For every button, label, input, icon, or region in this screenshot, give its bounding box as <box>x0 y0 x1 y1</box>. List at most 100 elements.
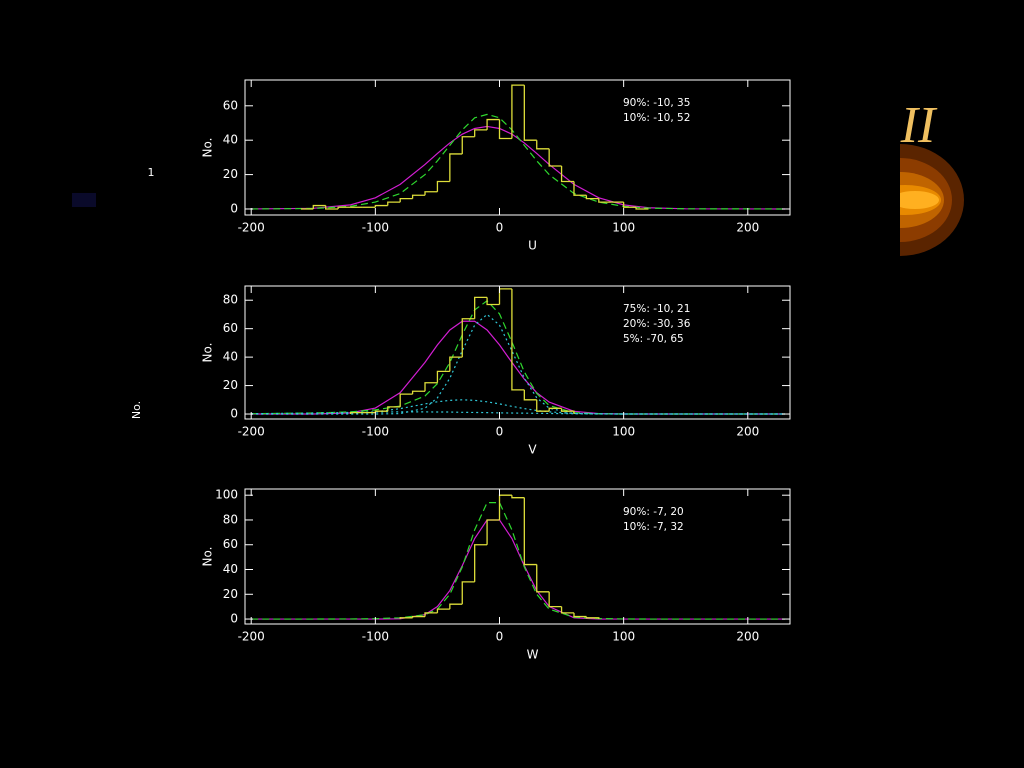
annotation: 90%: -10, 35 <box>623 97 690 109</box>
x-tick-label: -200 <box>238 630 265 644</box>
histogram-bin <box>548 407 562 412</box>
histogram-bin <box>474 544 488 582</box>
histogram-bin <box>560 408 575 415</box>
histogram-bin <box>312 204 326 209</box>
y-tick-label: 80 <box>223 293 238 307</box>
y-tick-label: 60 <box>223 537 238 551</box>
histogram-bin <box>486 118 500 130</box>
sun-graphic <box>900 144 964 256</box>
histogram-bin <box>511 495 525 499</box>
histogram-bin <box>424 612 438 617</box>
fit-curve <box>251 113 786 210</box>
histogram-bin <box>474 129 488 137</box>
x-tick-label: 0 <box>496 630 504 644</box>
histogram-bin <box>548 591 562 608</box>
histogram-bin <box>498 119 512 140</box>
histogram-bin <box>337 206 351 209</box>
y-tick-label: 60 <box>223 98 238 112</box>
y-tick-label: 40 <box>223 562 238 576</box>
histogram-bin <box>436 608 450 613</box>
histogram-bin <box>523 497 537 566</box>
histogram-bin <box>585 195 599 200</box>
x-tick-label: -100 <box>362 221 389 235</box>
slide-heading: II <box>900 97 938 154</box>
histogram-bin <box>449 356 463 372</box>
annotation: 5%: -70, 65 <box>623 333 684 345</box>
histogram-bin <box>548 148 562 167</box>
histogram-bin <box>349 411 363 415</box>
histogram-bin <box>325 205 339 210</box>
histogram-bin <box>511 84 525 139</box>
annotation: 90%: -7, 20 <box>623 506 684 518</box>
x-tick-label: -200 <box>238 425 265 439</box>
fit-curve <box>251 411 786 415</box>
annotation: 10%: -7, 32 <box>623 521 684 533</box>
x-tick-label: 200 <box>736 221 759 235</box>
plot-frame <box>244 79 791 216</box>
y-tick-label: 100 <box>215 488 238 502</box>
histogram-bin <box>411 194 426 199</box>
y-axis-label: No. <box>201 138 215 158</box>
x-tick-label: 0 <box>496 221 504 235</box>
annotation: 75%: -10, 21 <box>623 303 690 315</box>
histogram-bin <box>461 136 475 154</box>
histogram-bin <box>436 370 450 383</box>
histogram-bin <box>536 140 550 150</box>
histogram-bin <box>424 191 438 196</box>
plot-frame <box>244 285 791 420</box>
histogram-bin <box>486 519 500 545</box>
histogram-bin <box>436 180 450 192</box>
histogram-bin <box>411 390 426 395</box>
histogram-bin <box>461 581 475 605</box>
histogram-bin <box>424 382 438 392</box>
page-mark: 1 <box>148 166 155 179</box>
x-axis-label: U <box>528 239 537 253</box>
x-tick-label: -100 <box>362 425 389 439</box>
x-tick-label: 100 <box>612 221 635 235</box>
y-tick-label: 20 <box>223 167 238 181</box>
y-axis-label: No. <box>201 343 215 363</box>
x-tick-label: 100 <box>612 425 635 439</box>
y-tick-label: 60 <box>223 321 238 335</box>
y-axis-label: No. <box>201 547 215 567</box>
histogram-bin <box>523 389 537 401</box>
histogram-bin <box>560 165 574 183</box>
x-axis-label: V <box>528 443 537 457</box>
decor-square <box>72 193 96 207</box>
histogram-bin <box>399 393 413 407</box>
histogram-bin <box>374 204 388 208</box>
histogram-bin <box>411 615 426 618</box>
y-tick-label: 0 <box>230 612 238 626</box>
histogram-bin <box>399 617 413 620</box>
y-tick-label: 40 <box>223 133 238 147</box>
histogram-bin <box>399 198 413 203</box>
x-tick-label: 200 <box>736 425 759 439</box>
y-tick-label: 20 <box>223 587 238 601</box>
y-tick-label: 0 <box>230 407 238 421</box>
histogram-bin <box>598 198 612 203</box>
x-tick-label: 100 <box>612 630 635 644</box>
histogram-bin <box>536 564 550 593</box>
x-tick-label: 0 <box>496 425 504 439</box>
histogram-bin <box>573 181 587 196</box>
histogram-bin <box>387 406 401 412</box>
histogram-bin <box>585 616 600 620</box>
x-tick-label: -200 <box>238 221 265 235</box>
x-tick-label: -100 <box>362 630 389 644</box>
histogram-bin <box>486 297 500 306</box>
fit-curve <box>251 502 786 620</box>
plot-frame <box>244 488 791 625</box>
side-label: No. <box>130 401 143 419</box>
annotation: 10%: -10, 52 <box>623 112 690 124</box>
fit-curve <box>251 125 786 210</box>
histogram-bin <box>474 296 488 319</box>
annotation: 20%: -30, 36 <box>623 318 691 330</box>
histogram-bin <box>523 85 537 141</box>
histogram-bin <box>635 207 649 210</box>
y-tick-label: 0 <box>230 201 238 215</box>
x-axis-label: W <box>527 648 539 662</box>
histogram-bin <box>536 399 550 412</box>
y-tick-label: 80 <box>223 512 238 526</box>
histogram-bin <box>449 153 463 182</box>
